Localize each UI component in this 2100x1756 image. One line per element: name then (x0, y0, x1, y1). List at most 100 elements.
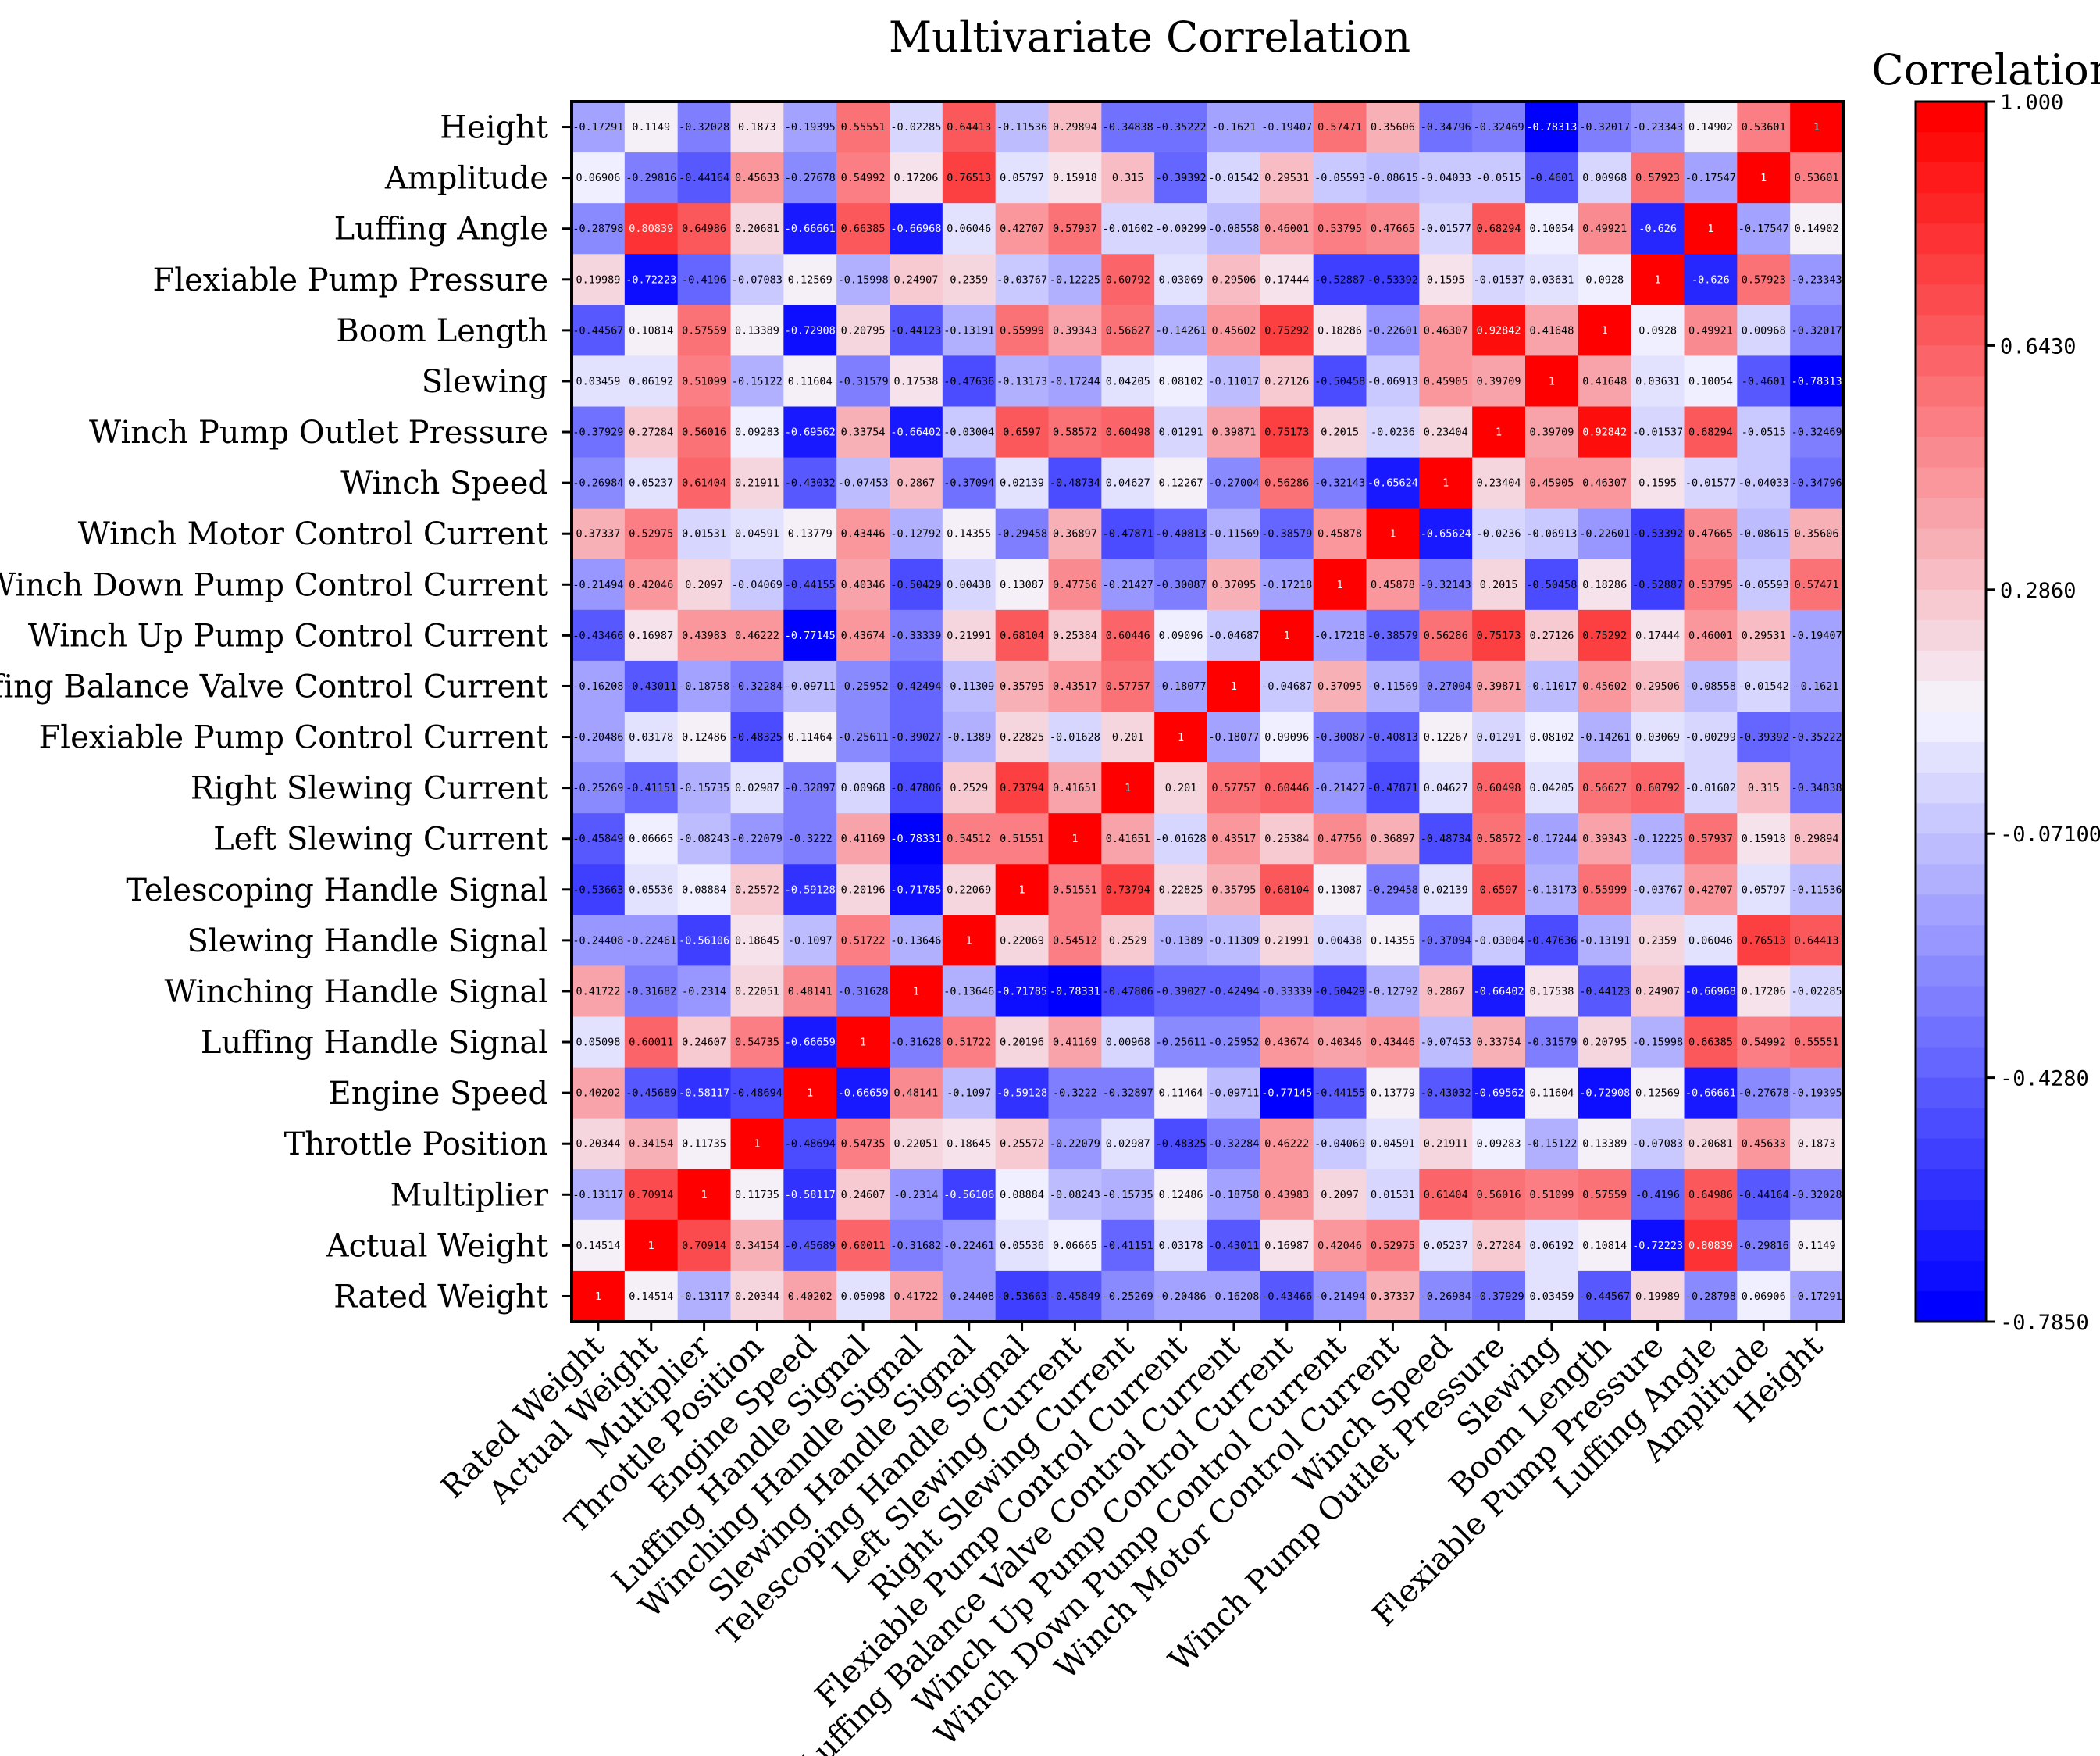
cell-value-label: 0.10814 (1582, 1240, 1627, 1252)
cell-value-label: 0.29531 (1742, 630, 1786, 642)
heatmap-cell (1260, 203, 1314, 255)
heatmap-cell (1737, 1219, 1791, 1272)
cell-value-label: -0.31682 (890, 1240, 941, 1252)
heatmap-cell (783, 660, 837, 712)
cell-value-label: -0.19395 (785, 121, 836, 134)
heatmap-cell (1313, 254, 1367, 305)
heatmap-cell (836, 102, 890, 153)
cell-value-label: -0.17218 (1261, 579, 1312, 591)
cell-value-label: 0.54992 (841, 172, 886, 184)
cell-value-label: 0.42046 (629, 579, 673, 591)
heatmap-cell (836, 508, 890, 560)
heatmap-cell (730, 457, 784, 509)
cell-value-label: -0.4601 (1742, 375, 1786, 387)
cell-value-label: -0.45849 (572, 833, 623, 845)
heatmap-cell (1525, 1067, 1579, 1119)
heatmap-cell (1790, 762, 1844, 814)
heatmap-cell (1737, 864, 1791, 915)
heatmap-cell (1260, 1016, 1314, 1069)
cell-value-label: -0.626 (1638, 223, 1677, 235)
cell-value-label: -0.66402 (890, 427, 941, 439)
cell-value-label: -0.4601 (1529, 172, 1574, 184)
cell-value-label: -0.32143 (1314, 477, 1365, 490)
cell-value-label: -0.25611 (1156, 1037, 1207, 1049)
heatmap-cell (1154, 508, 1208, 560)
cell-value-label: 0.75292 (1264, 324, 1309, 337)
cell-value-label: -0.01628 (1156, 833, 1207, 845)
heatmap-cell (624, 1067, 679, 1119)
heatmap-cell (1525, 915, 1579, 967)
cell-value-label: 0.04627 (1106, 477, 1150, 490)
heatmap-cell (783, 355, 837, 408)
cell-value-label: 0.39871 (1477, 680, 1521, 693)
cell-value-label: 0.13779 (788, 528, 833, 541)
cell-value-label: 0.46001 (1688, 630, 1733, 642)
heatmap-cell (1790, 915, 1844, 967)
heatmap-cell (1684, 203, 1738, 255)
cell-value-label: -0.3222 (1053, 1087, 1097, 1100)
colorbar-tick-label: 1.000 (2000, 91, 2063, 115)
heatmap-cell (624, 305, 679, 357)
heatmap-cell (730, 355, 784, 408)
cell-value-label: 0.24607 (841, 1189, 886, 1201)
heatmap-cell (1737, 1016, 1791, 1069)
heatmap-cell (1525, 1270, 1579, 1322)
cell-value-label: 0.35795 (1211, 883, 1256, 896)
heatmap-cell (572, 813, 626, 865)
heatmap-cell (1366, 406, 1420, 459)
heatmap-cell (1101, 508, 1155, 560)
colorbar-tick-label: -0.07100 (2000, 823, 2100, 847)
heatmap-cell (1260, 965, 1314, 1018)
heatmap-cell (1101, 609, 1155, 662)
heatmap-cell (890, 305, 943, 357)
cell-value-label: -0.19395 (1792, 1087, 1842, 1100)
heatmap-cell (1366, 1219, 1420, 1272)
cell-value-label: 0.55999 (1582, 883, 1627, 896)
cell-value-label: -0.22461 (943, 1240, 994, 1252)
cell-value-label: 0.15918 (1742, 833, 1786, 845)
cell-value-label: -0.03004 (1474, 934, 1524, 947)
cell-value-label: 0.08102 (1529, 731, 1574, 744)
cell-value-label: 0.70914 (629, 1189, 673, 1201)
heatmap-cell (624, 1169, 679, 1221)
heatmap-cell (942, 864, 997, 915)
heatmap-cell (1790, 864, 1844, 915)
heatmap-cell (1472, 1016, 1526, 1069)
cell-value-label: 0.0928 (1585, 273, 1624, 286)
cell-value-label: 1 (1813, 121, 1820, 134)
cell-value-label: 1 (807, 1087, 813, 1100)
cell-value-label: 0.06665 (629, 833, 673, 845)
cell-value-label: 0.68294 (1688, 427, 1733, 439)
heatmap-cell (1472, 355, 1526, 408)
cell-value-label: -0.28798 (572, 223, 623, 235)
cell-value-label: -0.40813 (1367, 731, 1418, 744)
heatmap-cell (730, 1219, 784, 1272)
heatmap-cell (677, 712, 732, 763)
cell-value-label: 0.14355 (947, 528, 991, 541)
heatmap-cell (836, 152, 890, 204)
heatmap-cell (995, 762, 1050, 814)
heatmap-cell (1790, 1219, 1844, 1272)
cell-value-label: -0.18758 (679, 680, 729, 693)
cell-value-label: 0.2359 (950, 273, 988, 286)
heatmap-cell (1101, 1016, 1155, 1069)
heatmap-cell (783, 1219, 837, 1272)
heatmap-cell (1578, 559, 1632, 611)
cell-value-label: -0.26984 (1421, 1290, 1471, 1303)
heatmap-cell (1472, 660, 1526, 712)
heatmap-cell (1154, 254, 1208, 305)
cell-value-label: 0.15918 (1053, 172, 1097, 184)
cell-value-label: -0.626 (1692, 273, 1730, 286)
heatmap-cell (730, 965, 784, 1018)
cell-value-label: -0.13191 (1579, 934, 1630, 947)
cell-value-label: 0.41722 (576, 985, 620, 998)
cell-value-label: -0.22461 (626, 934, 676, 947)
cell-value-label: 0.51551 (1053, 883, 1097, 896)
heatmap-cell (572, 203, 626, 255)
cell-value-label: -0.41151 (1103, 1240, 1153, 1252)
cell-value-label: -0.42494 (1208, 985, 1259, 998)
cell-value-label: -0.11017 (1208, 375, 1259, 387)
colorbar-tick-label: -0.7850 (2000, 1311, 2089, 1335)
heatmap-cell (1631, 152, 1685, 204)
heatmap-cell (1154, 102, 1208, 153)
